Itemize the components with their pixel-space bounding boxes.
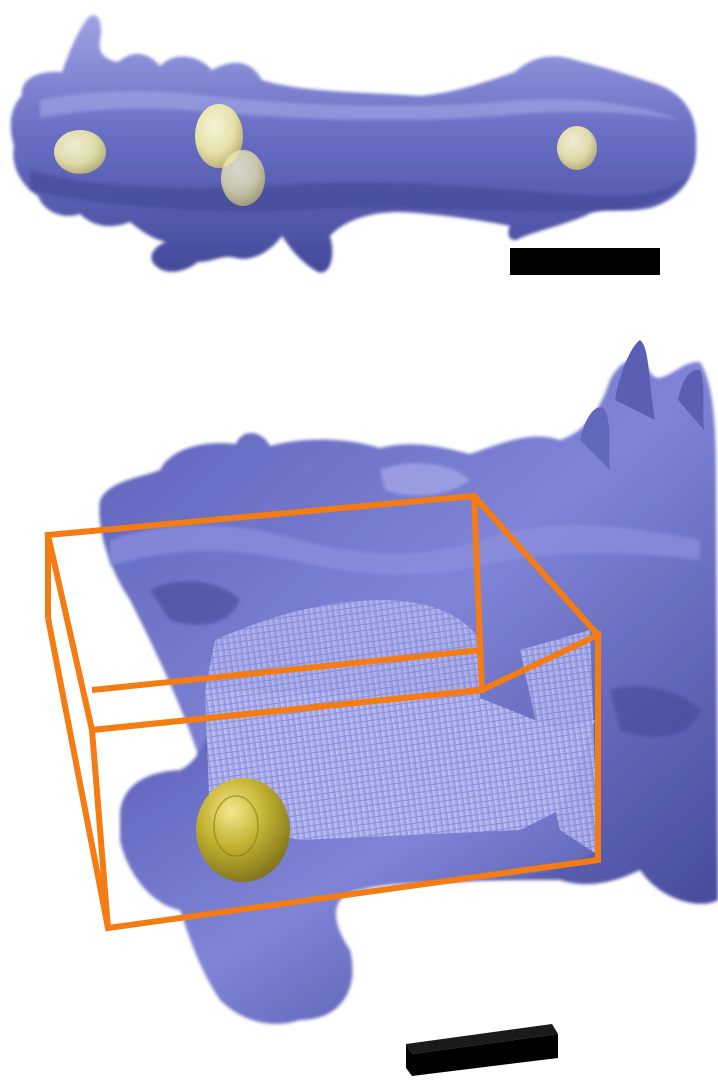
surface-bump-c <box>380 463 470 496</box>
bbox-edge-bottom <box>89 729 111 929</box>
spine-protrusion-2 <box>678 369 704 430</box>
scale-bar-bottom <box>406 1024 558 1076</box>
cut-face-slope <box>205 600 480 700</box>
sphere-ring <box>213 795 259 857</box>
scale-bar-top <box>510 248 660 275</box>
bbox-edge-mid <box>91 647 483 693</box>
inclusion-2 <box>195 104 243 168</box>
bounding-box <box>44 492 601 932</box>
surface-ridge <box>110 525 700 575</box>
cut-face-top <box>205 690 595 840</box>
surface-bump-b <box>610 686 700 737</box>
surface-bump-a <box>150 581 240 625</box>
inclusion-3 <box>221 150 265 206</box>
bbox-front-face <box>45 617 601 932</box>
inclusion-4 <box>557 126 597 170</box>
cut-face-wall <box>520 630 598 855</box>
inclusion-sphere <box>196 778 290 882</box>
spine-protrusion-3 <box>580 407 610 470</box>
spine-protrusion-1 <box>615 340 655 420</box>
scale-bar-bottom-front <box>406 1044 412 1076</box>
inclusion-1 <box>54 130 106 174</box>
dendrite-shadow <box>30 170 690 212</box>
bbox-edge-top-right <box>471 494 601 637</box>
bottom-panel <box>44 340 718 1076</box>
scale-bar-bottom-side <box>412 1034 558 1076</box>
dendrite-highlight <box>40 91 680 120</box>
scale-bar-bottom-top <box>406 1024 558 1054</box>
top-panel <box>10 15 697 275</box>
